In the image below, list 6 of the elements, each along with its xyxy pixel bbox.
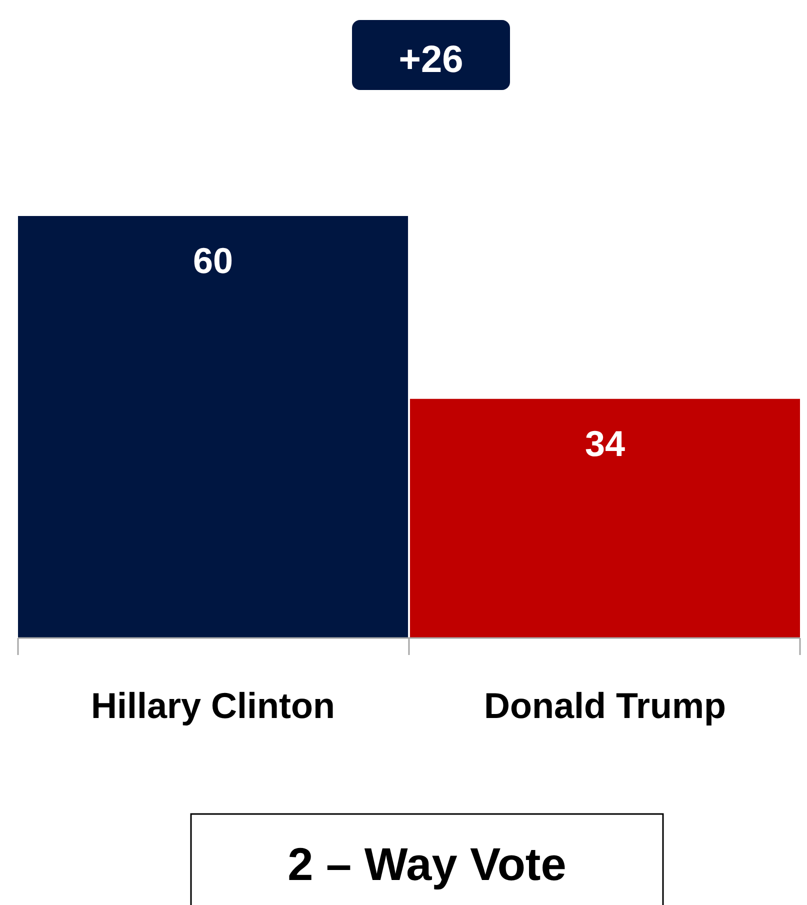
text: +26: [398, 39, 464, 81]
x-tick-label: Hillary Clinton: [90, 685, 336, 726]
text: 2 – Way Vote: [288, 838, 566, 890]
data-label: 34: [584, 422, 626, 464]
data-label: 60: [192, 240, 234, 281]
x-tick-label: Donald Trump: [484, 685, 726, 726]
